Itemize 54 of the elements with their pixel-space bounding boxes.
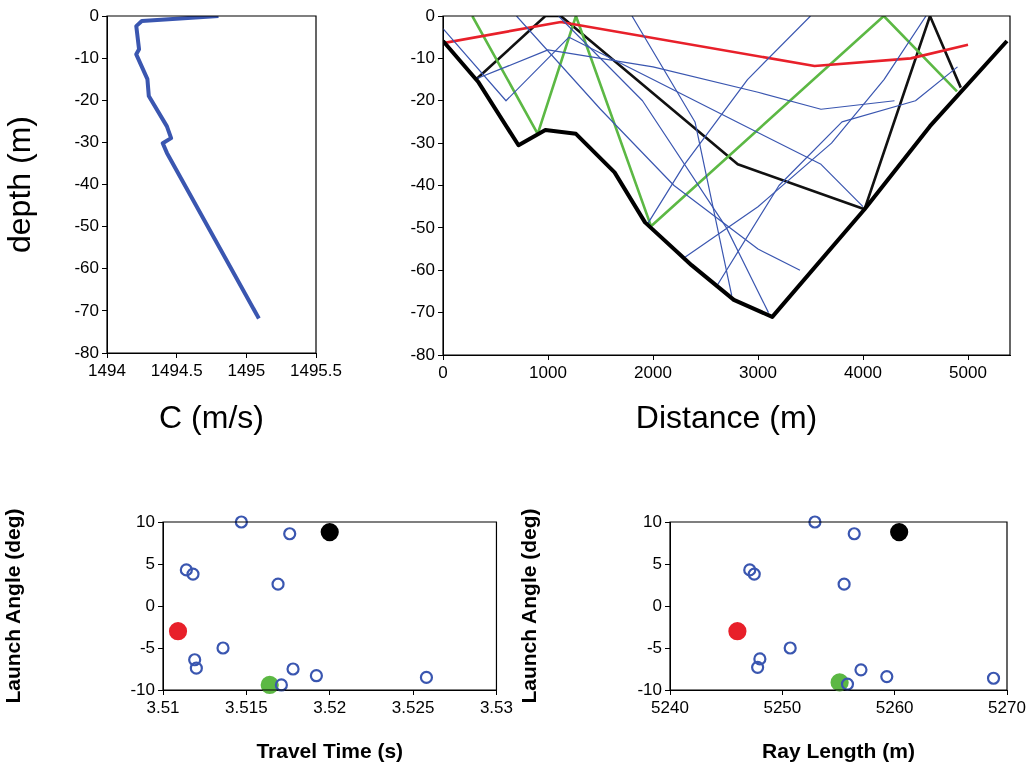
x-tick-label: 4000 xyxy=(844,362,882,382)
x-tick-label: 5270 xyxy=(988,697,1026,717)
x-tick-label: 3.515 xyxy=(225,697,268,717)
y-tick-label: -70 xyxy=(74,300,99,320)
y-tick-label: -5 xyxy=(646,637,662,657)
y-tick-label: -10 xyxy=(637,679,662,699)
y-tick-label: -70 xyxy=(410,302,435,322)
y-tick-label: -20 xyxy=(74,89,99,109)
y-tick-label: -60 xyxy=(410,259,435,279)
y-tick-label: -60 xyxy=(74,258,99,278)
y-tick-label: -40 xyxy=(74,174,99,194)
x-tick-label: 2000 xyxy=(634,362,672,382)
x-tick-label: 5240 xyxy=(651,697,689,717)
x-tick-label: 1494 xyxy=(88,360,126,380)
x-tick-label: 5000 xyxy=(949,362,987,382)
y-tick-label: -10 xyxy=(74,47,99,67)
x-axis-title: Ray Length (m) xyxy=(762,739,915,763)
x-tick-label: 3.52 xyxy=(313,697,347,717)
x-axis-title: C (m/s) xyxy=(159,398,264,435)
y-axis-title: depth (m) xyxy=(1,116,38,253)
x-tick-label: 0 xyxy=(438,362,448,382)
x-tick-label: 1000 xyxy=(529,362,567,382)
x-axis-title: Distance (m) xyxy=(635,398,818,435)
y-tick-label: 10 xyxy=(136,511,155,531)
x-tick-label: 1495.5 xyxy=(290,360,342,380)
x-tick-label: 5250 xyxy=(763,697,802,717)
x-tick-label: 1494.5 xyxy=(150,360,203,380)
x-tick-label: 5260 xyxy=(875,697,914,717)
x-tick-label: 3.51 xyxy=(146,697,180,717)
x-tick-label: 1495 xyxy=(227,360,266,380)
y-tick-label: 0 xyxy=(89,5,99,25)
y-tick-label: -30 xyxy=(410,132,435,152)
y-tick-label: 0 xyxy=(425,5,435,25)
y-tick-label: -5 xyxy=(139,637,155,657)
y-axis-title: Launch Angle (deg) xyxy=(1,508,25,704)
x-tick-label: 3.525 xyxy=(391,697,435,717)
y-tick-label: -20 xyxy=(410,90,435,110)
y-tick-label: -10 xyxy=(130,679,155,699)
x-tick-label: 3000 xyxy=(739,362,777,382)
y-tick-label: 10 xyxy=(643,511,662,531)
y-tick-label: 5 xyxy=(652,553,662,573)
y-axis-title: Launch Angle (deg) xyxy=(517,508,541,704)
y-tick-label: -10 xyxy=(410,48,435,68)
y-tick-label: -30 xyxy=(74,132,99,152)
y-tick-label: -50 xyxy=(410,217,435,237)
x-tick-label: 3.53 xyxy=(479,697,513,717)
y-tick-label: 0 xyxy=(145,595,155,615)
y-tick-label: -40 xyxy=(410,175,435,195)
y-tick-label: -50 xyxy=(74,216,99,236)
x-axis-title: Travel Time (s) xyxy=(256,739,404,763)
y-tick-label: -80 xyxy=(410,344,435,364)
y-tick-label: 0 xyxy=(652,595,662,615)
y-tick-label: -80 xyxy=(74,342,99,362)
y-tick-label: 5 xyxy=(145,553,155,573)
